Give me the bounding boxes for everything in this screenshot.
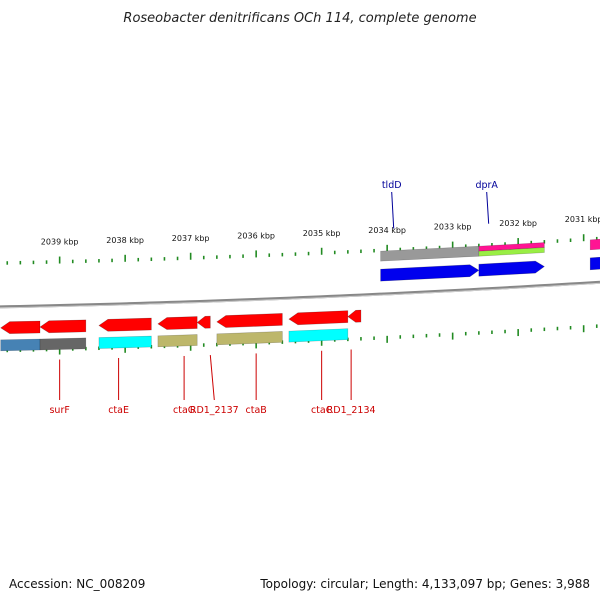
minus-gene-arrow [0,320,41,334]
gene-label-dpra: dprA [475,180,498,191]
kbp-label: 2033 kbp [434,223,472,232]
plus-gene-arrow [589,256,600,271]
gene-label-ctag: ctaG [173,405,195,416]
minus-gene-arrow [216,313,283,328]
kbp-label: 2032 kbp [499,219,537,228]
minus-gene-arrow [288,310,349,326]
backbone-highlight [0,282,600,309]
plus-gene-arrow [380,264,480,282]
gene-label-ctae: ctaE [108,405,129,416]
gene-label-ctab: ctaB [246,405,267,416]
kbp-label: 2031 kbp [565,215,600,224]
minus-gene-arrow [39,319,87,334]
minus-gene-arrow [157,316,198,330]
gene-label-surf: surF [49,405,69,416]
kbp-label: 2035 kbp [303,229,341,238]
cog-box [589,238,600,251]
cog-box [478,247,545,257]
backbone-line [0,280,600,309]
minus-gene-arrow [196,315,211,329]
callout-line [486,191,490,224]
minus-gene-arrow [98,317,152,332]
callout-line [391,191,395,229]
topology-summary: Topology: circular; Length: 4,133,097 bp… [260,577,590,591]
cog-box [157,334,198,348]
genome-backbone [0,280,600,309]
plus-gene-arrow [478,260,545,277]
kbp-label: 2039 kbp [41,238,79,247]
cog-box [98,335,152,349]
kbp-label: 2037 kbp [172,234,210,243]
callout-line [209,355,215,401]
kbp-label: 2034 kbp [368,226,406,235]
kbp-label: 2038 kbp [106,236,144,245]
minus-strand-track [0,309,362,352]
cog-box [0,338,41,352]
cog-box [288,328,349,343]
cog-box [39,337,87,351]
minus-gene-arrow [347,309,362,323]
cog-box [216,331,283,346]
kbp-labels: 2039 kbp 2038 kbp 2037 kbp 2036 kbp 2035 kbp… [41,215,600,246]
accession-label: Accession: NC_008209 [9,577,146,591]
gene-label-ctac: ctaC [311,405,333,416]
kbp-label: 2036 kbp [237,231,275,240]
cog-box [380,245,480,262]
map-title: Roseobacter denitrificans OCh 114, compl… [123,11,476,26]
plus-strand-track [380,238,600,282]
gene-label-rd1_2134: RD1_2134 [327,405,376,416]
gene-label-tldd: tldD [382,180,402,191]
gene-label-rd1_2137: RD1_2137 [190,405,239,416]
